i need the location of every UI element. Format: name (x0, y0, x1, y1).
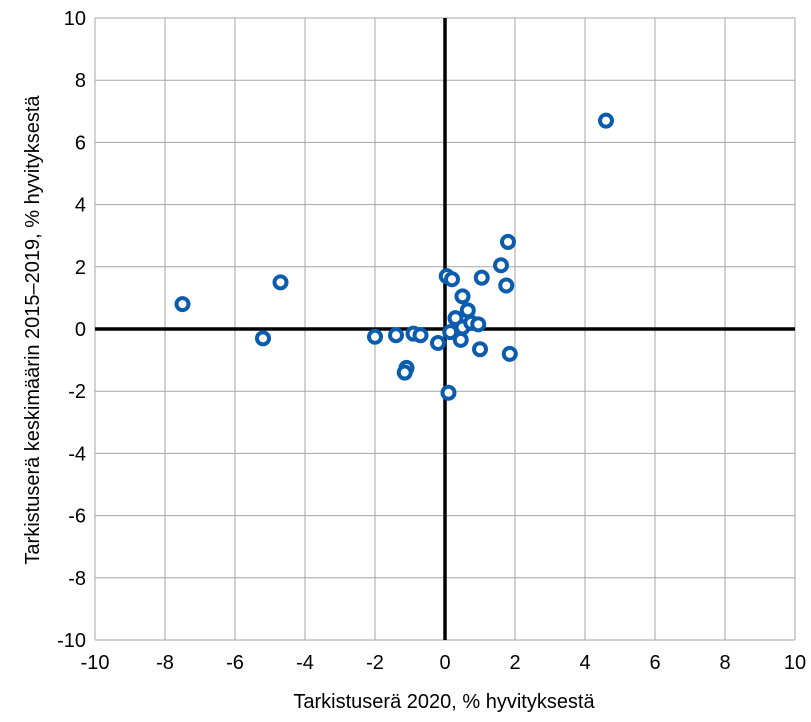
x-tick-label: -4 (296, 652, 314, 674)
x-tick-label: 4 (579, 652, 590, 674)
data-point (367, 328, 383, 345)
y-tick-label: -8 (68, 568, 86, 590)
x-axis-label: Tarkistuserä 2020, % hyvityksestä (293, 691, 595, 713)
x-tick-label: 6 (649, 652, 660, 674)
x-tick-labels: -10 -8 -6 -4 -2 0 2 4 6 8 10 (81, 652, 807, 674)
y-tick-label: -2 (68, 381, 86, 403)
x-tick-label: -2 (366, 652, 384, 674)
y-tick-label: 0 (75, 319, 86, 341)
x-tick-label: -10 (81, 652, 110, 674)
x-tick-label: 10 (784, 652, 806, 674)
data-point (412, 327, 429, 344)
data-point (396, 364, 413, 381)
y-tick-label: 4 (75, 195, 86, 217)
y-tick-label: -6 (68, 506, 86, 528)
x-tick-label: 8 (719, 652, 730, 674)
y-tick-label: 10 (64, 8, 86, 30)
y-tick-labels: -10 -8 -6 -4 -2 0 2 4 6 8 10 (57, 8, 86, 652)
x-tick-label: 0 (439, 652, 450, 674)
data-point (272, 274, 289, 291)
y-tick-label: 2 (75, 257, 86, 279)
x-tick-label: -6 (226, 652, 244, 674)
data-point (440, 384, 457, 401)
data-points (174, 112, 614, 401)
data-point (174, 296, 191, 313)
data-point (598, 112, 614, 129)
data-point (473, 269, 490, 286)
x-tick-label: 2 (509, 652, 520, 674)
data-point (454, 288, 471, 305)
data-point (459, 302, 476, 319)
y-tick-label: -10 (57, 630, 86, 652)
data-point (388, 327, 404, 344)
y-tick-label: 6 (75, 132, 86, 154)
data-point (493, 257, 509, 274)
data-point (444, 271, 460, 288)
y-axis-label: Tarkistuserä keskimäärin 2015–2019, % hy… (22, 95, 44, 565)
y-tick-label: 8 (75, 70, 86, 92)
data-point (452, 331, 469, 348)
data-point (430, 334, 446, 351)
data-point (501, 345, 518, 362)
data-point (255, 330, 271, 347)
data-point (470, 316, 487, 333)
data-point (498, 277, 515, 294)
data-point (500, 233, 516, 250)
x-tick-label: -8 (156, 652, 174, 674)
y-tick-label: -4 (68, 443, 86, 465)
data-point (472, 341, 488, 358)
